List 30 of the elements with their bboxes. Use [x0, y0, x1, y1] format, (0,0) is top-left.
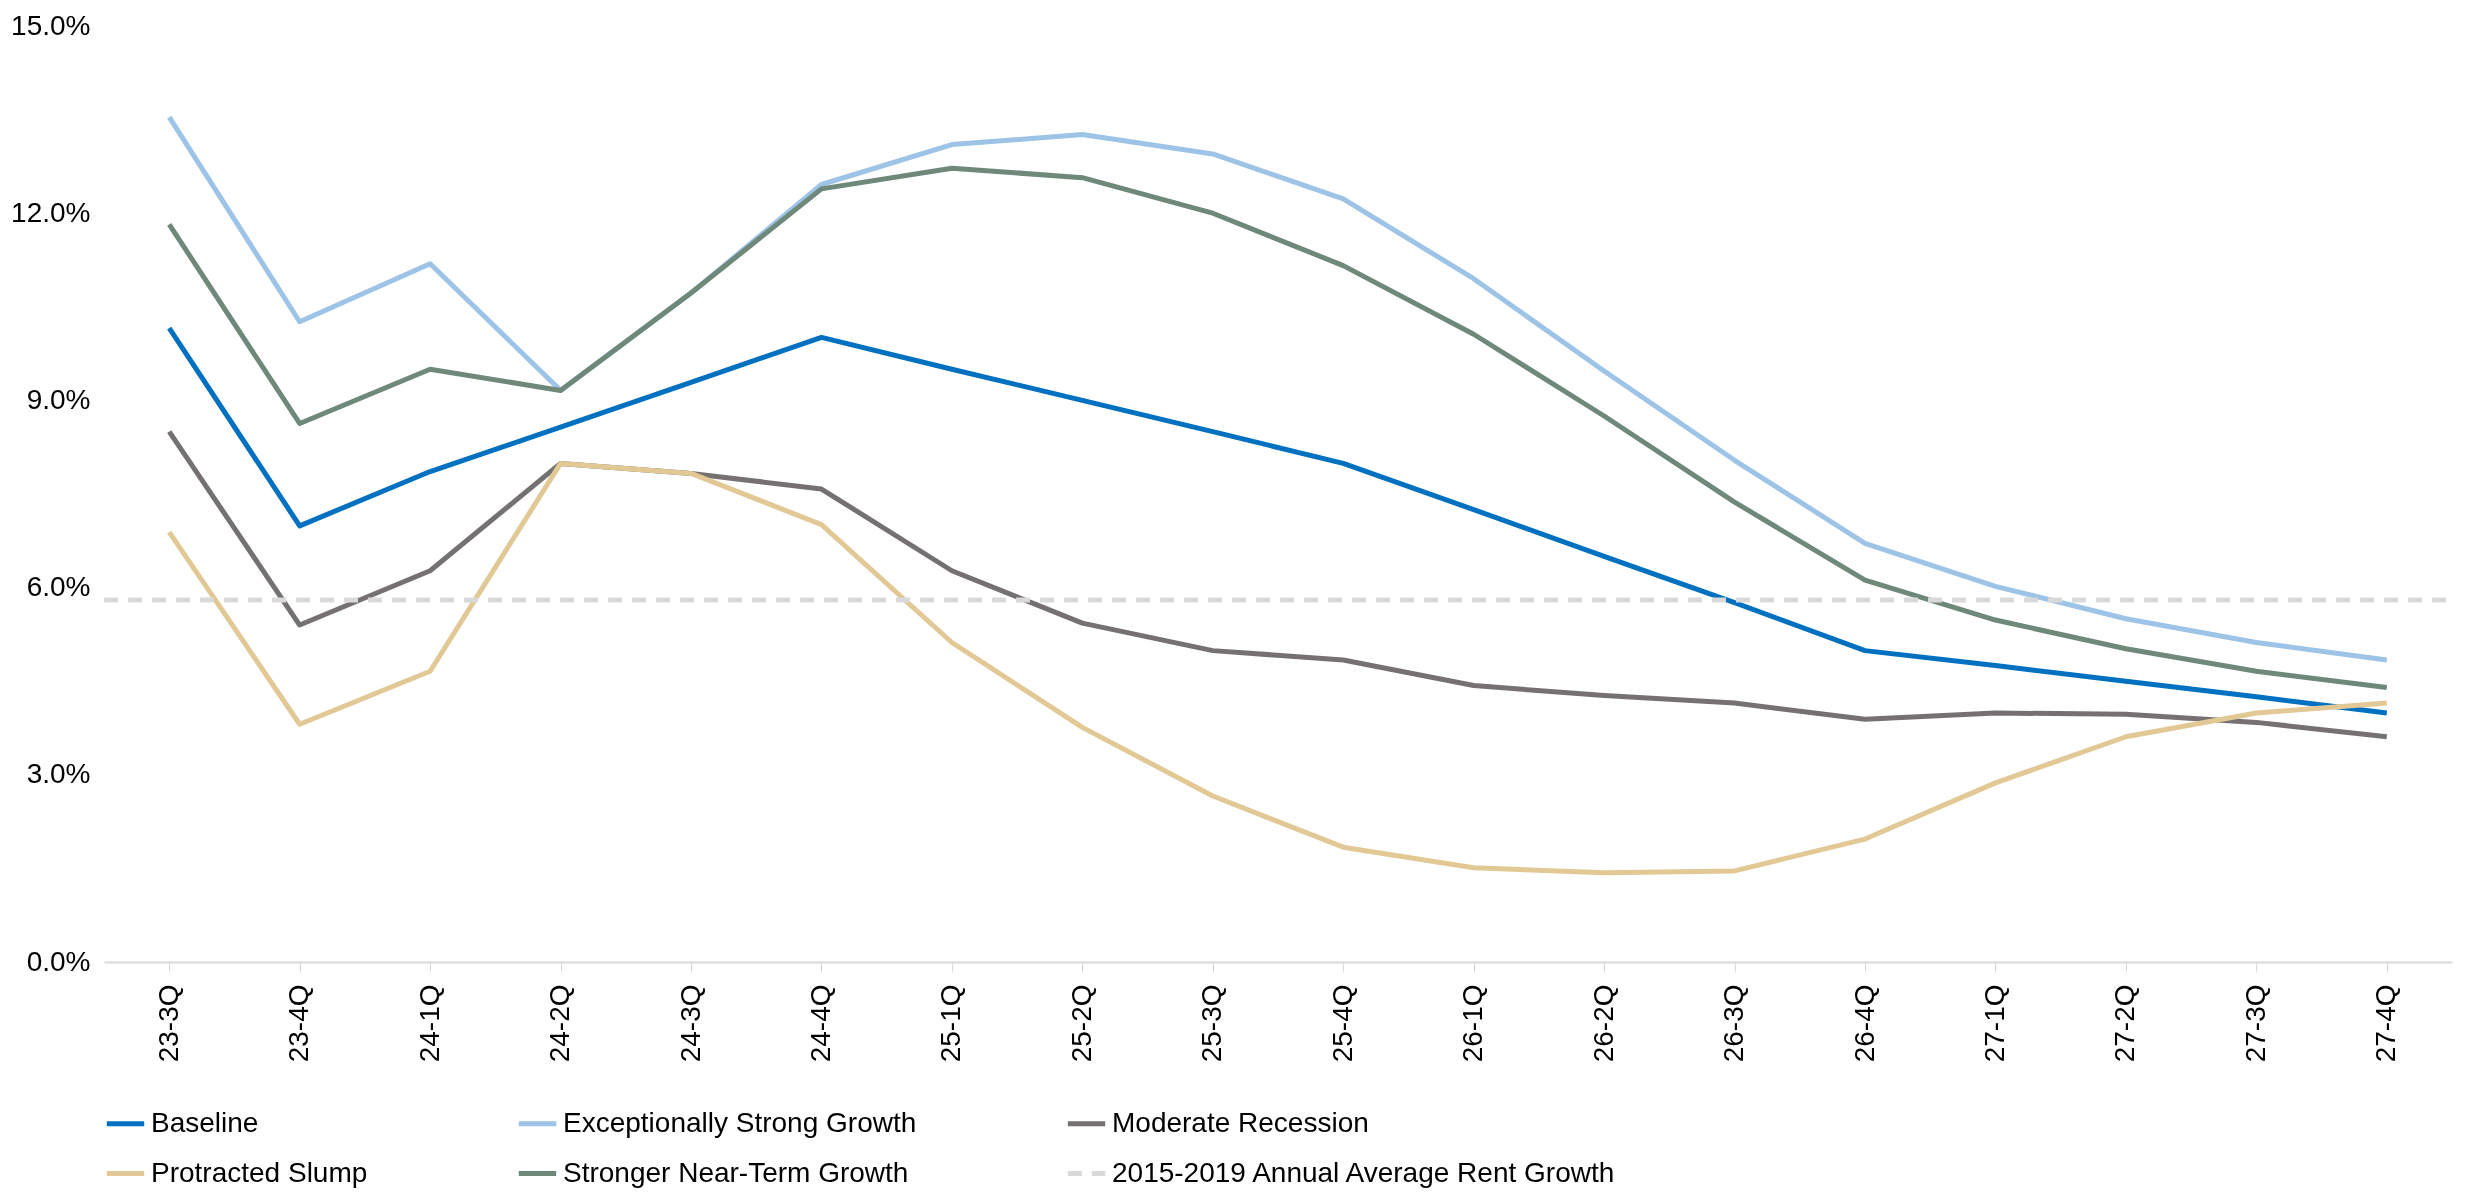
x-tick-label: 24-2Q: [544, 984, 576, 1063]
x-tick-label: 27-2Q: [2109, 984, 2141, 1063]
legend-label: 2015-2019 Annual Average Rent Growth: [1112, 1156, 1615, 1188]
y-tick-label: 3.0%: [26, 758, 91, 790]
x-tick-label: 24-3Q: [674, 984, 706, 1063]
x-tick-label: 26-2Q: [1587, 984, 1619, 1063]
x-tick-label: 26-1Q: [1457, 984, 1489, 1063]
x-tick-label: 24-4Q: [804, 984, 836, 1063]
x-tick-label: 23-4Q: [283, 984, 315, 1063]
legend-label: Stronger Near-Term Growth: [563, 1156, 909, 1188]
x-tick-label: 26-4Q: [1848, 984, 1880, 1063]
y-tick-label: 9.0%: [26, 383, 91, 415]
y-tick-label: 12.0%: [11, 196, 91, 228]
x-tick-label: 27-1Q: [1978, 984, 2010, 1063]
y-tick-label: 0.0%: [26, 945, 91, 977]
y-tick-label: 15.0%: [11, 9, 91, 41]
y-tick-label: 6.0%: [26, 571, 91, 603]
legend-label: Baseline: [151, 1106, 259, 1138]
legend-label: Protracted Slump: [151, 1156, 368, 1188]
x-tick-label: 27-4Q: [2370, 984, 2402, 1063]
x-tick-label: 26-3Q: [1718, 984, 1750, 1063]
x-tick-label: 25-1Q: [935, 984, 967, 1063]
legend-label: Moderate Recession: [1112, 1106, 1369, 1138]
x-tick-label: 27-3Q: [2239, 984, 2271, 1063]
legend-label: Exceptionally Strong Growth: [563, 1106, 917, 1138]
x-tick-label: 25-3Q: [1196, 984, 1228, 1063]
x-tick-label: 23-3Q: [152, 984, 184, 1063]
x-tick-label: 25-4Q: [1326, 984, 1358, 1063]
x-tick-label: 25-2Q: [1065, 984, 1097, 1063]
x-tick-label: 24-1Q: [413, 984, 445, 1063]
